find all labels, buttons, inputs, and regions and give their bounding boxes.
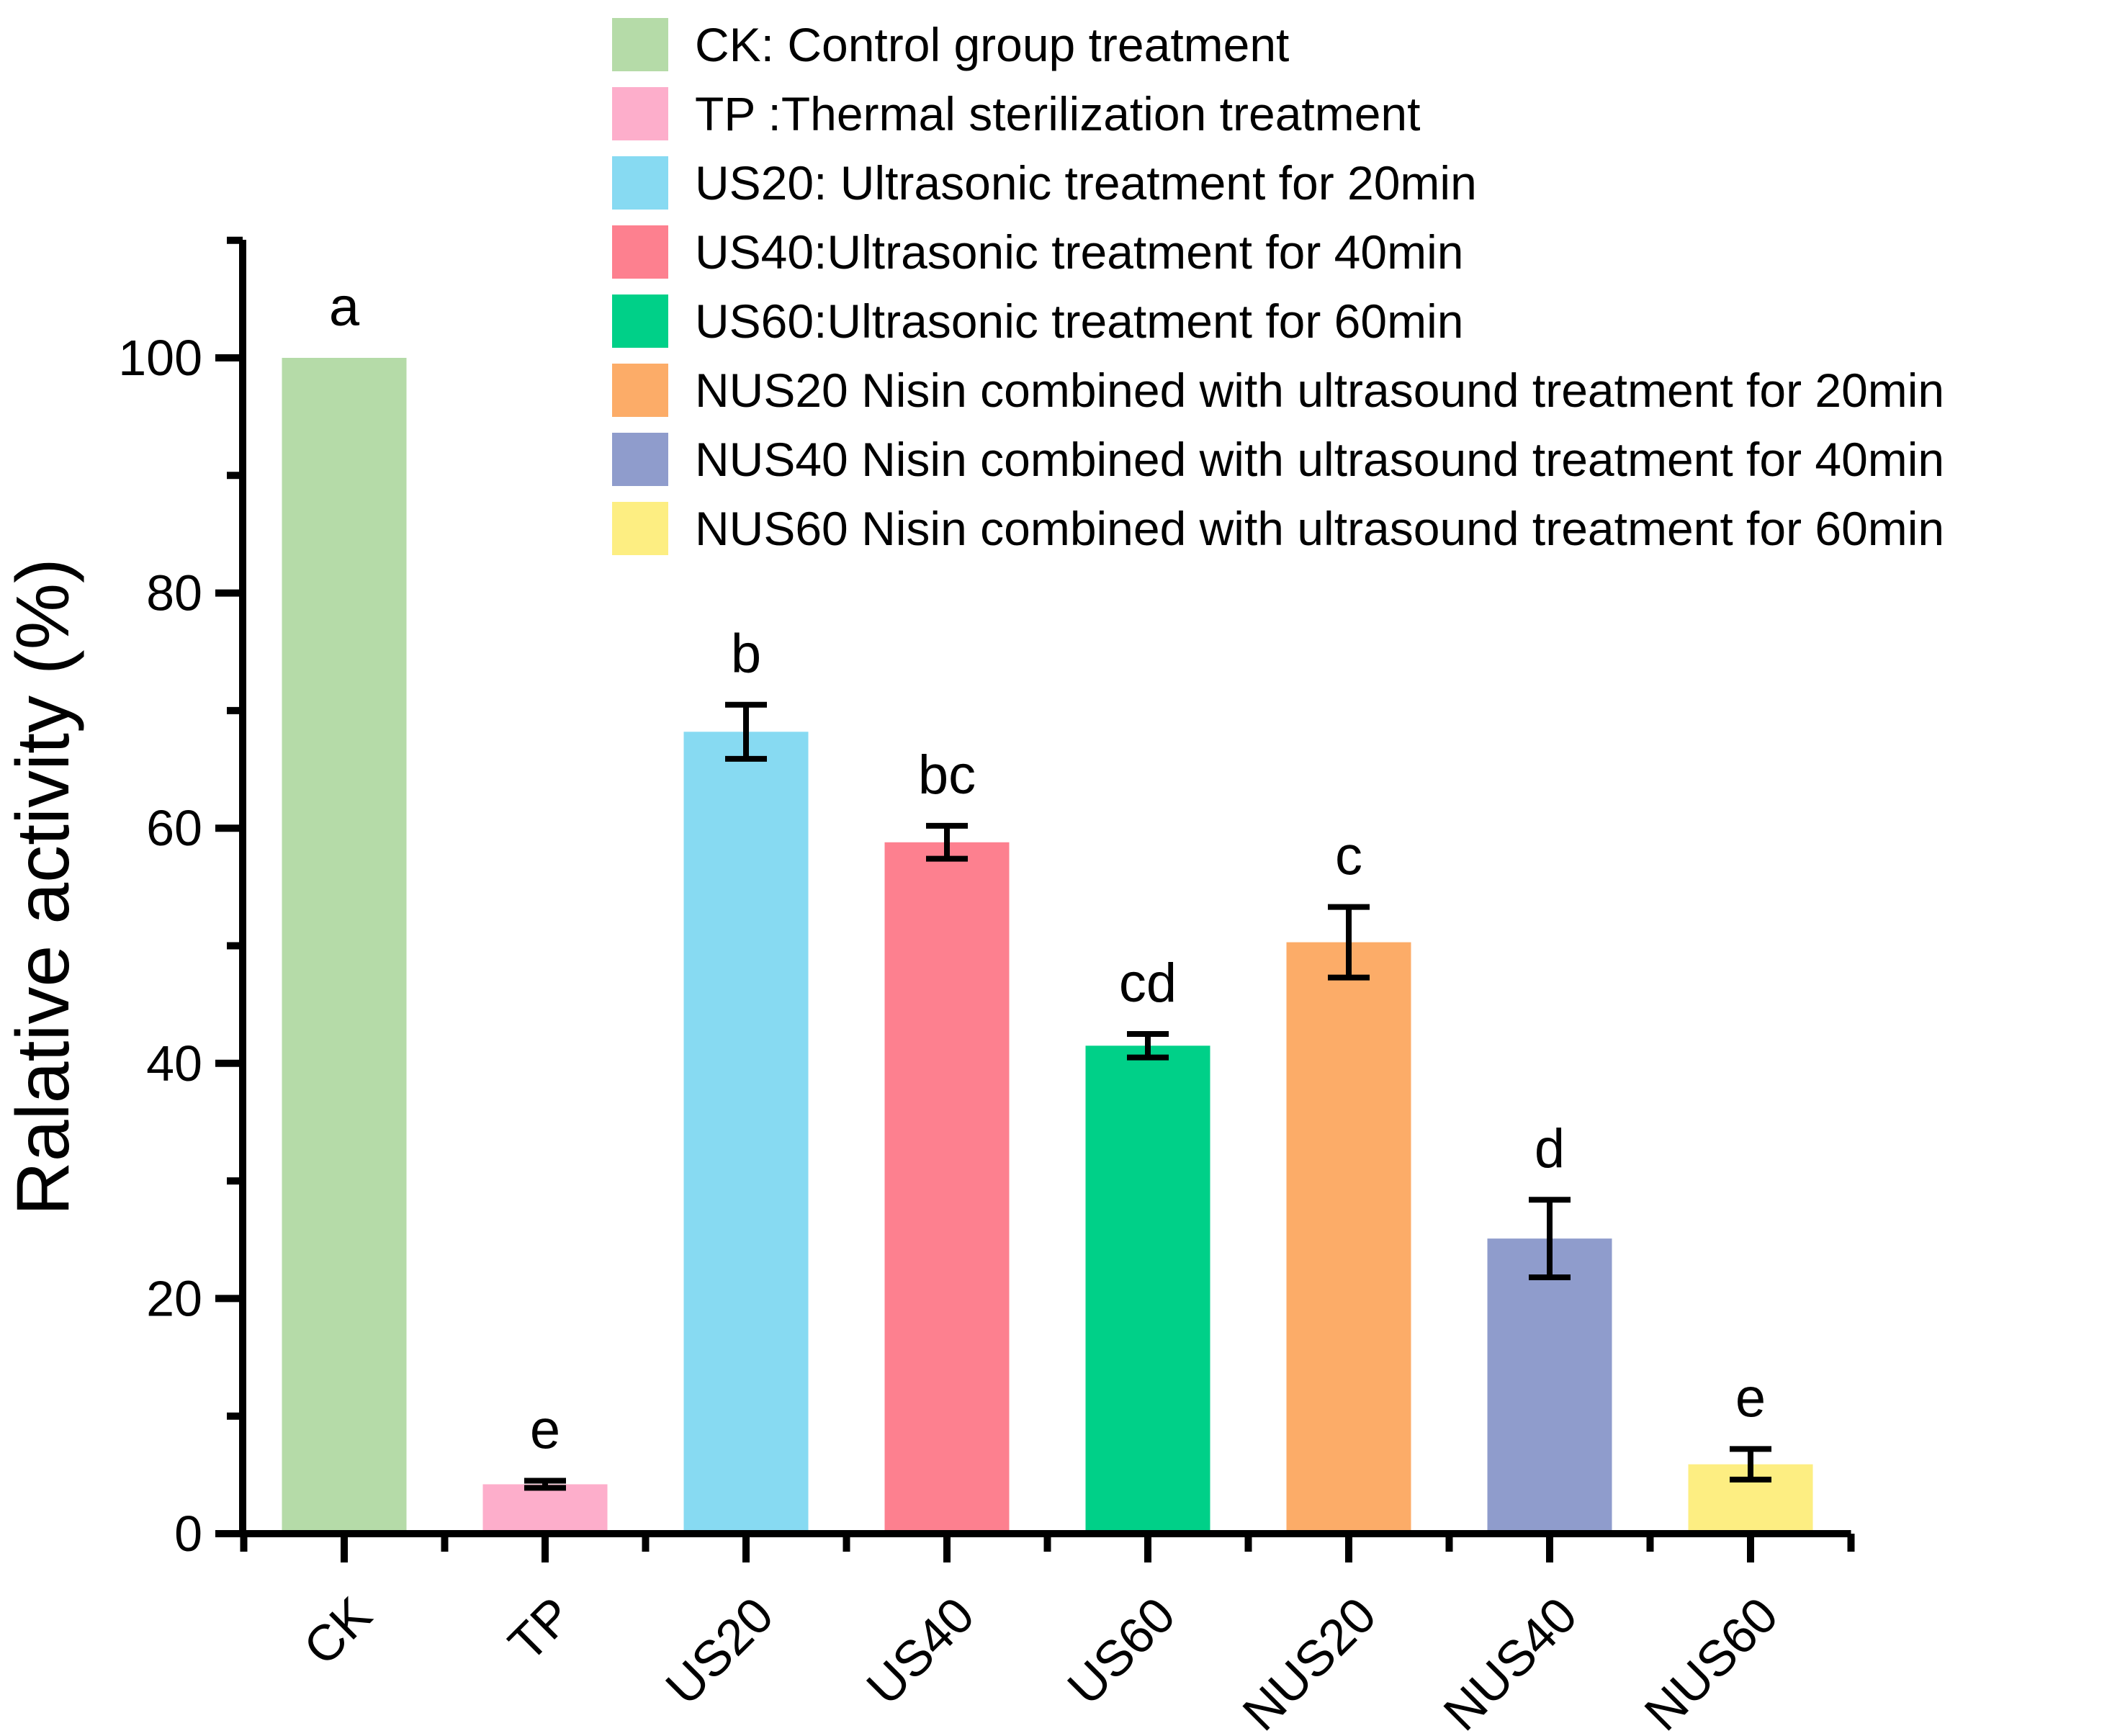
legend-label-NUS40: NUS40 Nisin combined with ultrasound tre… — [695, 433, 1944, 486]
bar-US60 — [1085, 1045, 1210, 1537]
sig-letter-NUS60: e — [1735, 1367, 1766, 1429]
legend-swatch-US20 — [612, 156, 668, 210]
sig-letter-NUS20: c — [1335, 826, 1362, 887]
legend-swatch-TP — [612, 87, 668, 140]
x-category-label-NUS60: NUS60 — [1634, 1586, 1789, 1736]
legend-label-US60: US60:Ultrasonic treatment for 60min — [695, 294, 1463, 348]
y-tick-label: 0 — [174, 1506, 202, 1562]
bar-NUS20 — [1286, 942, 1411, 1537]
legend-label-US20: US20: Ultrasonic treatment for 20min — [695, 156, 1477, 210]
legend-label-US40: US40:Ultrasonic treatment for 40min — [695, 225, 1463, 279]
sig-letter-US20: b — [731, 624, 761, 685]
sig-letter-NUS40: d — [1535, 1118, 1565, 1179]
x-category-label-US20: US20 — [655, 1586, 784, 1715]
y-tick-label: 80 — [146, 565, 202, 621]
bar-CK — [282, 358, 407, 1537]
x-category-label-CK: CK — [293, 1586, 382, 1676]
legend-swatch-NUS20 — [612, 364, 668, 417]
sig-letter-US60: cd — [1119, 953, 1177, 1014]
x-category-label-NUS20: NUS20 — [1232, 1586, 1387, 1736]
sig-letter-US40: bc — [918, 745, 976, 806]
legend-swatch-US60 — [612, 294, 668, 348]
legend-swatch-CK — [612, 18, 668, 71]
x-category-label-US60: US60 — [1057, 1586, 1186, 1715]
legend-label-TP: TP :Thermal sterilization treatment — [695, 87, 1420, 140]
x-category-label-US40: US40 — [856, 1586, 985, 1715]
bar-NUS40 — [1487, 1238, 1612, 1537]
bar-US40 — [884, 842, 1010, 1537]
legend-swatch-NUS40 — [612, 433, 668, 486]
legend-label-CK: CK: Control group treatment — [695, 18, 1289, 71]
sig-letter-TP: e — [530, 1400, 560, 1461]
legend-swatch-NUS60 — [612, 502, 668, 555]
y-tick-label: 100 — [118, 330, 202, 386]
bar-TP — [482, 1484, 608, 1537]
legend-swatch-US40 — [612, 225, 668, 279]
legend-label-NUS60: NUS60 Nisin combined with ultrasound tre… — [695, 502, 1944, 555]
bar-US20 — [683, 732, 809, 1537]
x-category-label-TP: TP — [498, 1586, 583, 1671]
y-tick-label: 20 — [146, 1270, 202, 1326]
y-axis-title: Ralative activity (%) — [1, 558, 85, 1215]
sig-letter-CK: a — [329, 276, 360, 338]
y-tick-label: 60 — [146, 800, 202, 856]
y-tick-label: 40 — [146, 1035, 202, 1092]
x-category-label-NUS40: NUS40 — [1433, 1586, 1588, 1736]
legend-label-NUS20: NUS20 Nisin combined with ultrasound tre… — [695, 364, 1944, 417]
